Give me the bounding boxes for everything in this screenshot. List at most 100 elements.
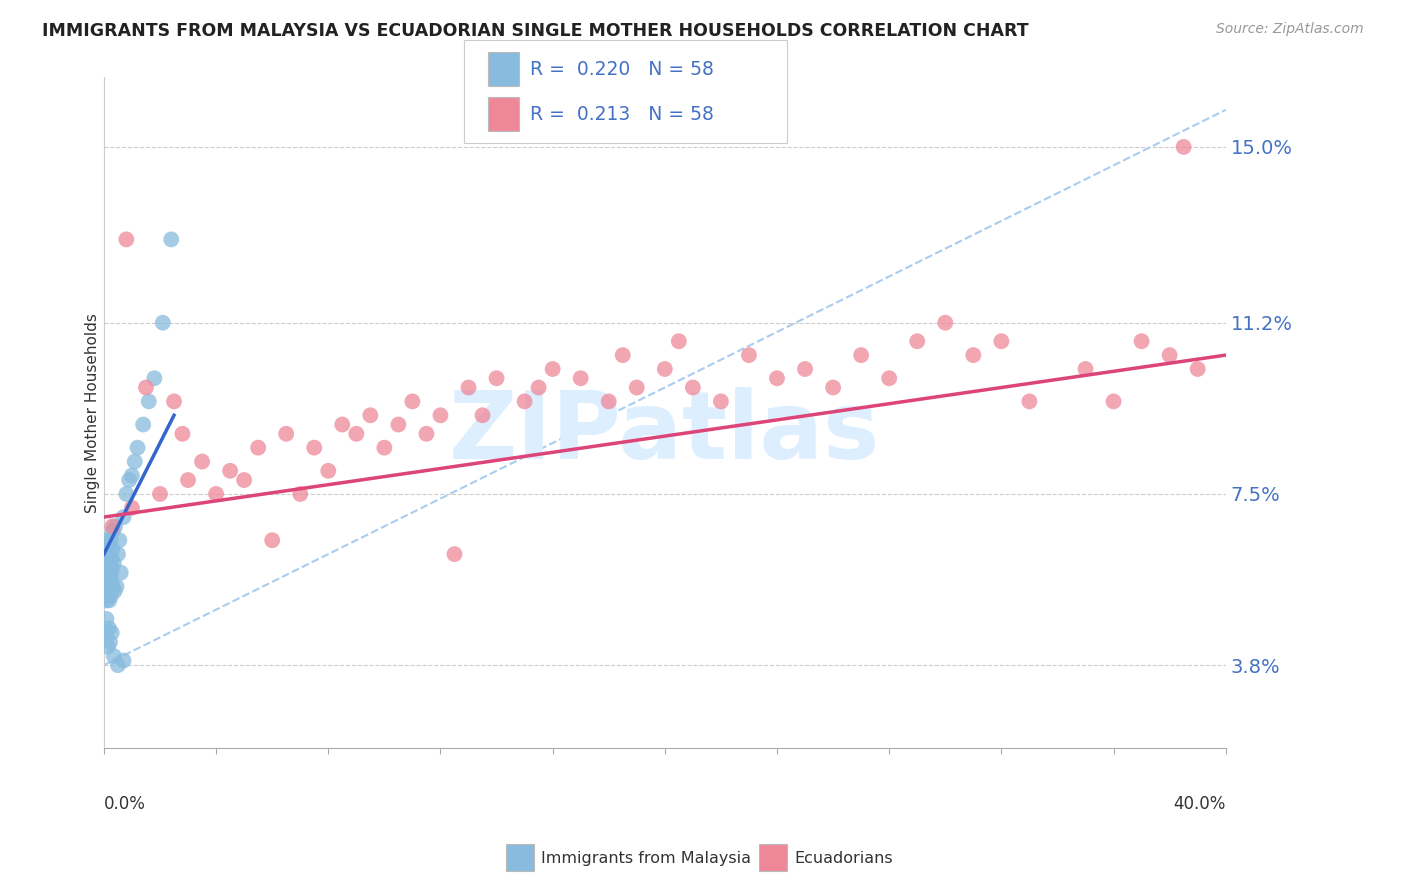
Point <box>98 561 121 575</box>
Text: Immigrants from Malaysia: Immigrants from Malaysia <box>541 851 751 865</box>
Point <box>149 487 172 501</box>
Point <box>97 640 120 654</box>
Point <box>654 362 676 376</box>
Point <box>100 551 122 566</box>
Point <box>104 519 127 533</box>
Text: IMMIGRANTS FROM MALAYSIA VS ECUADORIAN SINGLE MOTHER HOUSEHOLDS CORRELATION CHAR: IMMIGRANTS FROM MALAYSIA VS ECUADORIAN S… <box>42 22 1029 40</box>
Point <box>457 380 479 394</box>
Point <box>443 547 465 561</box>
Point <box>710 394 733 409</box>
Point <box>121 468 143 483</box>
Point <box>668 334 690 349</box>
Point <box>101 561 124 575</box>
Point <box>132 417 155 432</box>
Point <box>96 533 118 548</box>
Point <box>682 380 704 394</box>
Point <box>101 519 124 533</box>
Point <box>1173 140 1195 154</box>
Point <box>316 464 339 478</box>
Point <box>98 635 121 649</box>
Point <box>101 542 124 557</box>
Point <box>877 371 900 385</box>
Point <box>344 426 367 441</box>
Point <box>794 362 817 376</box>
Text: Ecuadorians: Ecuadorians <box>794 851 893 865</box>
Point <box>115 232 138 246</box>
Y-axis label: Single Mother Households: Single Mother Households <box>86 313 100 513</box>
Text: 0.0%: 0.0% <box>104 796 146 814</box>
Point <box>143 371 166 385</box>
Point <box>103 584 125 599</box>
Point <box>110 566 132 580</box>
Point <box>1018 394 1040 409</box>
Point <box>205 487 228 501</box>
Point <box>905 334 928 349</box>
Point <box>1074 362 1097 376</box>
Point <box>100 566 122 580</box>
Point <box>98 593 121 607</box>
Point <box>290 487 312 501</box>
Point <box>101 580 124 594</box>
Point <box>98 547 121 561</box>
Point <box>135 380 157 394</box>
Point <box>94 566 117 580</box>
Text: 40.0%: 40.0% <box>1174 796 1226 814</box>
Point <box>1187 362 1209 376</box>
Point <box>112 654 135 668</box>
Point <box>415 426 437 441</box>
Point <box>766 371 789 385</box>
Point <box>103 557 125 571</box>
Point <box>219 464 242 478</box>
Point <box>97 551 120 566</box>
Point <box>738 348 761 362</box>
Point <box>112 510 135 524</box>
Point <box>191 454 214 468</box>
Point <box>485 371 508 385</box>
Point <box>100 574 122 589</box>
Text: ZIPatlas: ZIPatlas <box>449 387 880 479</box>
Point <box>541 362 564 376</box>
Point <box>97 574 120 589</box>
Point <box>105 580 128 594</box>
Point <box>359 409 381 423</box>
Point <box>94 625 117 640</box>
Point <box>107 547 129 561</box>
Point <box>934 316 956 330</box>
Point <box>152 316 174 330</box>
Point <box>160 232 183 246</box>
Point <box>276 426 298 441</box>
Point <box>990 334 1012 349</box>
Point <box>108 533 131 548</box>
Point <box>96 580 118 594</box>
Point <box>247 441 270 455</box>
Point <box>849 348 872 362</box>
Point <box>233 473 256 487</box>
Point <box>101 524 124 538</box>
Point <box>96 593 118 607</box>
Point <box>100 589 122 603</box>
Point <box>387 417 409 432</box>
Point <box>527 380 550 394</box>
Point <box>96 566 118 580</box>
Point <box>98 557 121 571</box>
Point <box>471 409 494 423</box>
Point <box>1159 348 1181 362</box>
Point <box>115 487 138 501</box>
Point <box>612 348 634 362</box>
Point <box>96 612 118 626</box>
Point <box>513 394 536 409</box>
Point <box>304 441 326 455</box>
Point <box>97 570 120 584</box>
Point <box>401 394 423 409</box>
Point <box>1130 334 1153 349</box>
Point <box>127 441 149 455</box>
Point <box>96 542 118 557</box>
Point <box>97 621 120 635</box>
Point <box>373 441 395 455</box>
Point <box>103 648 125 663</box>
Text: R =  0.213   N = 58: R = 0.213 N = 58 <box>530 104 714 124</box>
Point <box>177 473 200 487</box>
Point <box>118 473 141 487</box>
Point <box>124 454 146 468</box>
Point <box>121 500 143 515</box>
